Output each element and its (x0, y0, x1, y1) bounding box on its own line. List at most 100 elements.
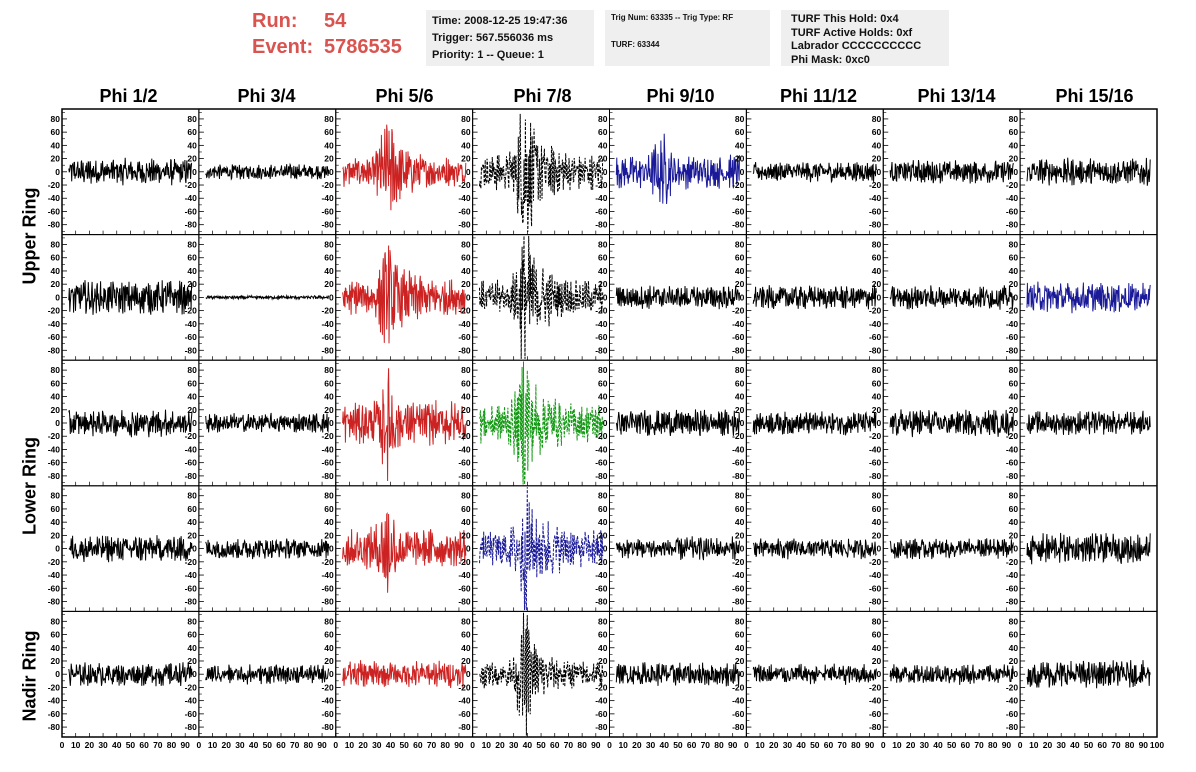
y-tick-label: 0 (466, 167, 471, 177)
y-tick-label: -40 (869, 696, 882, 706)
run-label: Run: (252, 10, 298, 32)
column-header-phi-7-8: Phi 7/8 (513, 86, 572, 106)
y-tick-label: -20 (48, 557, 61, 567)
y-tick-label: -40 (595, 193, 608, 203)
y-tick-label: 40 (1009, 517, 1019, 527)
y-tick-label: 60 (187, 127, 197, 137)
y-tick-label: -20 (48, 431, 61, 441)
x-tick-label: 50 (536, 740, 546, 750)
y-tick-label: 20 (735, 656, 745, 666)
y-tick-label: 20 (598, 279, 608, 289)
x-tick-label: 70 (701, 740, 711, 750)
y-tick-label: -40 (595, 319, 608, 329)
y-tick-label: -40 (458, 570, 471, 580)
y-tick-label: 20 (598, 154, 608, 164)
x-tick-label: 80 (1125, 740, 1135, 750)
y-tick-label: 0 (329, 418, 334, 428)
x-tick-label: 80 (988, 740, 998, 750)
y-tick-label: 80 (735, 365, 745, 375)
y-tick-label: -80 (48, 722, 61, 732)
y-tick-label: 0 (603, 669, 608, 679)
y-tick-label: 20 (598, 405, 608, 415)
y-tick-label: 20 (872, 279, 882, 289)
waveform-trace (205, 538, 330, 560)
y-tick-label: 40 (735, 266, 745, 276)
y-tick-label: -60 (869, 709, 882, 719)
y-tick-label: 40 (187, 392, 197, 402)
waveform-trace (1026, 660, 1151, 689)
y-tick-label: 80 (51, 616, 61, 626)
x-tick-label: 10 (892, 740, 902, 750)
y-tick-label: -60 (48, 583, 61, 593)
y-tick-label: -80 (595, 471, 608, 481)
y-tick-label: -20 (185, 431, 198, 441)
y-tick-label: -60 (48, 206, 61, 216)
y-tick-label: -80 (321, 722, 334, 732)
y-tick-label: -60 (1006, 709, 1019, 719)
x-tick-label: 40 (112, 740, 122, 750)
y-tick-label: -40 (732, 319, 745, 329)
y-tick-label: 0 (55, 544, 60, 554)
y-tick-label: -40 (185, 570, 198, 580)
x-tick-label: 0 (881, 740, 886, 750)
y-tick-label: 40 (872, 266, 882, 276)
x-tick-label: 40 (933, 740, 943, 750)
y-tick-label: 60 (872, 127, 882, 137)
y-tick-label: -80 (869, 722, 882, 732)
y-tick-label: 80 (872, 491, 882, 501)
y-tick-label: 20 (324, 279, 334, 289)
y-tick-label: 60 (598, 378, 608, 388)
y-tick-label: -60 (458, 709, 471, 719)
y-tick-label: 80 (461, 365, 471, 375)
x-tick-label: 0 (607, 740, 612, 750)
y-tick-label: 20 (872, 530, 882, 540)
y-tick-label: -40 (732, 696, 745, 706)
y-tick-label: -60 (595, 332, 608, 342)
y-tick-label: -40 (869, 319, 882, 329)
y-tick-label: -40 (185, 193, 198, 203)
y-tick-label: 40 (187, 140, 197, 150)
y-tick-label: -80 (458, 722, 471, 732)
waveform-trace (889, 159, 1014, 184)
y-tick-label: 60 (735, 253, 745, 263)
x-tick-label: 80 (441, 740, 451, 750)
y-tick-label: 20 (735, 405, 745, 415)
x-tick-label: 20 (85, 740, 95, 750)
y-tick-label: 60 (872, 253, 882, 263)
y-tick-label: 60 (51, 378, 61, 388)
x-tick-label: 90 (454, 740, 464, 750)
y-tick-label: -80 (595, 345, 608, 355)
x-tick-label: 30 (509, 740, 519, 750)
y-tick-label: -40 (869, 570, 882, 580)
y-tick-label: 20 (872, 405, 882, 415)
waveform-trace (205, 664, 330, 685)
y-tick-label: 60 (1009, 253, 1019, 263)
run-event-box: Run: 54 Event: 5786535 (252, 8, 402, 60)
y-tick-label: 60 (324, 630, 334, 640)
y-tick-label: -20 (185, 682, 198, 692)
y-tick-label: -80 (1006, 345, 1019, 355)
x-tick-label: 90 (591, 740, 601, 750)
y-tick-label: 60 (461, 127, 471, 137)
y-tick-label: -20 (48, 682, 61, 692)
y-tick-label: -80 (185, 471, 198, 481)
waveform-trace (889, 538, 1014, 560)
y-tick-label: 20 (735, 154, 745, 164)
y-tick-label: 60 (1009, 504, 1019, 514)
y-tick-label: 40 (461, 140, 471, 150)
y-tick-label: 40 (187, 517, 197, 527)
waveform-trace (479, 361, 604, 485)
y-tick-label: -60 (321, 458, 334, 468)
y-tick-label: 80 (1009, 616, 1019, 626)
y-tick-label: -40 (1006, 696, 1019, 706)
y-tick-label: 0 (329, 167, 334, 177)
y-tick-label: 80 (598, 365, 608, 375)
y-tick-label: -20 (595, 180, 608, 190)
y-tick-label: -40 (48, 570, 61, 580)
y-tick-label: 40 (324, 517, 334, 527)
waveform-trace (68, 409, 193, 438)
x-tick-label: 20 (769, 740, 779, 750)
x-tick-label: 10 (71, 740, 81, 750)
y-tick-label: 40 (51, 643, 61, 653)
